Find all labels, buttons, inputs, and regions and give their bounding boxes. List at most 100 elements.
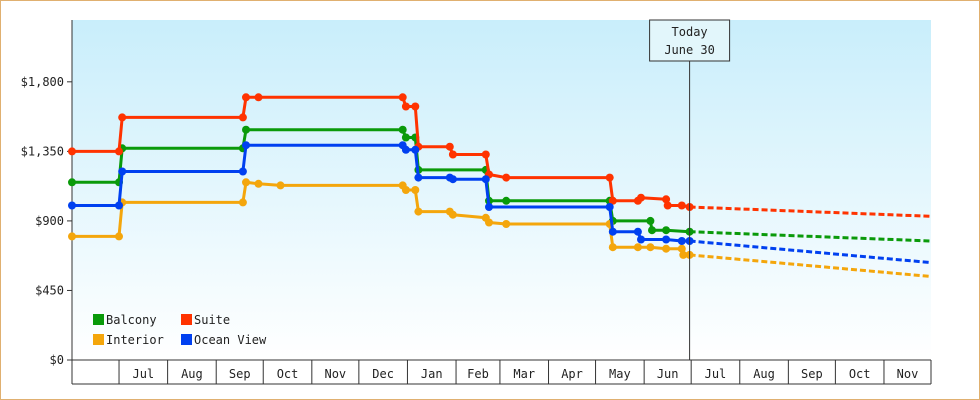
x-tick-label: Dec [372, 367, 394, 381]
data-point-ocean-view [485, 203, 493, 211]
data-point-suite [502, 173, 511, 182]
data-point-interior [276, 181, 285, 190]
data-point-suite [677, 201, 686, 210]
data-point-ocean-view [411, 145, 420, 154]
legend-label-balcony: Balcony [106, 313, 157, 327]
data-point-suite [242, 93, 250, 102]
forecast-lines [689, 205, 932, 278]
legend-label-suite: Suite [194, 313, 230, 327]
x-tick-label: Jun [657, 367, 679, 381]
data-point-balcony [68, 178, 76, 187]
y-tick-label: $450 [35, 283, 64, 297]
data-point-suite [448, 150, 457, 159]
data-point-ocean-view [662, 235, 671, 244]
y-tick-label: $1,350 [21, 144, 64, 158]
data-point-suite [401, 102, 410, 111]
data-point-ocean-view [481, 175, 490, 184]
x-tick-label: May [609, 367, 631, 381]
data-point-interior [662, 244, 671, 253]
x-tick-label: Oct [277, 367, 299, 381]
data-point-ocean-view [401, 145, 410, 154]
data-point-suite [238, 113, 247, 122]
data-point-interior [679, 250, 688, 259]
data-point-interior [68, 232, 76, 241]
data-point-balcony [648, 226, 656, 235]
x-tick-label: Aug [753, 367, 775, 381]
forecast-line-interior [689, 253, 932, 278]
legend-swatch-interior [93, 334, 104, 345]
data-point-ocean-view [115, 201, 123, 210]
data-point-interior [646, 243, 655, 252]
x-tick-label: Mar [513, 367, 535, 381]
data-point-ocean-view [677, 237, 686, 245]
data-point-ocean-view [68, 201, 76, 210]
data-point-interior [238, 198, 247, 207]
data-point-suite [605, 173, 614, 182]
data-point-suite [68, 147, 76, 156]
data-point-interior [502, 220, 511, 228]
forecast-line-suite [689, 205, 932, 218]
data-point-interior [411, 186, 420, 194]
data-point-interior [608, 243, 617, 252]
data-point-balcony [401, 133, 410, 142]
data-point-interior [242, 178, 250, 187]
x-tick-label: Nov [324, 367, 346, 381]
data-point-ocean-view [414, 173, 423, 182]
data-point-suite [411, 102, 420, 111]
data-point-interior [254, 179, 263, 188]
y-axis: $0 $450 $900 $1,350 $1,800 [21, 20, 931, 367]
x-tick-label: Apr [561, 367, 583, 381]
today-annotation: Today June 30 [649, 19, 731, 360]
y-tick-label: $1,800 [21, 75, 64, 89]
data-point-suite [115, 147, 123, 156]
x-tick-label: Oct [849, 367, 871, 381]
data-point-suite [663, 201, 672, 210]
data-point-interior [633, 243, 642, 252]
x-tick-label: Jul [132, 367, 154, 381]
data-point-balcony [242, 125, 250, 134]
data-point-ocean-view [242, 141, 250, 150]
data-point-interior [485, 218, 493, 227]
series-lines [68, 93, 694, 259]
data-point-ocean-view [238, 167, 247, 176]
x-tick-label: Aug [181, 367, 203, 381]
forecast-line-balcony [689, 230, 932, 243]
legend-label-interior: Interior [106, 333, 164, 347]
legend-swatch-ocean-view [181, 334, 192, 345]
legend-swatch-suite [181, 314, 192, 325]
today-label-box [649, 19, 731, 62]
data-point-suite [608, 196, 617, 205]
data-point-interior [414, 207, 423, 216]
data-point-suite [254, 93, 263, 102]
data-point-suite [118, 113, 127, 122]
legend-swatch-balcony [93, 314, 104, 325]
data-point-suite [662, 195, 671, 204]
data-point-ocean-view [448, 175, 457, 184]
data-point-ocean-view [637, 235, 645, 244]
plot-background [72, 20, 931, 360]
data-point-ocean-view [633, 227, 642, 236]
today-label-line1: Today [672, 25, 708, 39]
legend-label-ocean-view: Ocean View [194, 333, 267, 347]
x-tick-label: Feb [467, 367, 489, 381]
today-label-line2: June 30 [664, 43, 715, 57]
data-point-interior [677, 244, 686, 253]
data-point-balcony [646, 216, 655, 225]
x-tick-label: Jul [705, 367, 727, 381]
data-point-suite [637, 193, 645, 202]
data-point-balcony [662, 226, 671, 235]
forecast-line-ocean-view [689, 239, 932, 265]
data-point-interior [115, 232, 123, 241]
y-tick-label: $900 [35, 214, 64, 228]
data-point-ocean-view [118, 167, 127, 176]
x-axis: Jul Aug Sep Oct Nov Dec Jan Feb Mar Apr May Jun Jul A… [71, 360, 932, 385]
data-point-balcony [398, 125, 407, 134]
data-point-suite [445, 142, 454, 151]
x-tick-label: Jan [421, 367, 443, 381]
data-point-ocean-view [608, 227, 617, 236]
data-point-suite [481, 150, 490, 159]
data-point-interior [448, 210, 457, 219]
x-tick-label: Nov [897, 367, 919, 381]
legend: Balcony Suite Interior Ocean View [93, 313, 267, 347]
